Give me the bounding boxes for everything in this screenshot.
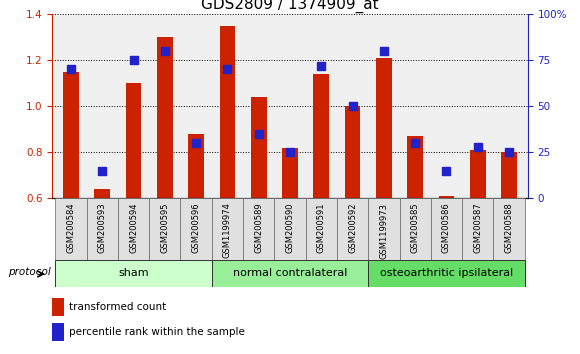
Text: GSM1199974: GSM1199974 (223, 202, 232, 258)
Bar (188, 134, 204, 198)
Point (223, 67, 232, 72)
Bar (494, 198, 525, 260)
Point (473, 144, 483, 149)
Text: GSM200589: GSM200589 (254, 202, 263, 253)
Bar (220, 26, 235, 198)
Bar (55, 198, 86, 260)
Text: GSM200591: GSM200591 (317, 202, 326, 253)
Bar (306, 198, 337, 260)
Text: normal contralateral: normal contralateral (233, 268, 347, 279)
Text: GSM200594: GSM200594 (129, 202, 138, 253)
Text: GSM200595: GSM200595 (160, 202, 169, 253)
Bar (337, 198, 368, 260)
Bar (149, 198, 180, 260)
Text: osteoarthritic ipsilateral: osteoarthritic ipsilateral (380, 268, 513, 279)
Bar (52, 297, 64, 315)
Point (348, 103, 357, 109)
Text: transformed count: transformed count (70, 302, 166, 312)
Text: GSM200593: GSM200593 (98, 202, 107, 253)
Bar (376, 58, 392, 198)
Bar (55, 260, 212, 287)
Point (254, 131, 263, 137)
Bar (157, 37, 173, 198)
Point (317, 63, 326, 69)
Bar (86, 198, 118, 260)
Bar (52, 324, 64, 341)
Bar (243, 198, 274, 260)
Bar (470, 150, 485, 198)
Point (191, 140, 201, 146)
Bar (63, 72, 79, 198)
Bar (407, 136, 423, 198)
Bar (400, 198, 431, 260)
Bar (345, 106, 360, 198)
Bar (368, 260, 525, 287)
Title: GDS2809 / 1374909_at: GDS2809 / 1374909_at (201, 0, 379, 13)
Text: GSM200586: GSM200586 (442, 202, 451, 253)
Bar (274, 198, 306, 260)
Text: protocol: protocol (8, 267, 50, 277)
Text: GSM200585: GSM200585 (411, 202, 420, 253)
Bar (462, 198, 494, 260)
Text: GSM200584: GSM200584 (67, 202, 75, 253)
Point (160, 48, 169, 54)
Bar (118, 198, 149, 260)
Bar (313, 74, 329, 198)
Point (411, 140, 420, 146)
Point (285, 149, 295, 155)
Bar (501, 152, 517, 198)
Bar (438, 196, 454, 198)
Bar (282, 148, 298, 198)
Text: GSM200592: GSM200592 (348, 202, 357, 253)
Point (66, 67, 75, 72)
Text: percentile rank within the sample: percentile rank within the sample (70, 327, 245, 337)
Point (97, 168, 107, 173)
Point (442, 168, 451, 173)
Text: GSM200590: GSM200590 (285, 202, 295, 253)
Point (505, 149, 514, 155)
Point (379, 48, 389, 54)
Bar (431, 198, 462, 260)
Bar (126, 83, 142, 198)
Bar (212, 198, 243, 260)
Bar (368, 198, 400, 260)
Text: GSM200587: GSM200587 (473, 202, 482, 253)
Bar (95, 189, 110, 198)
Bar (180, 198, 212, 260)
Bar (212, 260, 368, 287)
Point (129, 57, 138, 63)
Text: GSM1199973: GSM1199973 (379, 202, 389, 258)
Text: GSM200588: GSM200588 (505, 202, 513, 253)
Text: GSM200596: GSM200596 (191, 202, 201, 253)
Bar (251, 97, 267, 198)
Text: sham: sham (118, 268, 149, 279)
